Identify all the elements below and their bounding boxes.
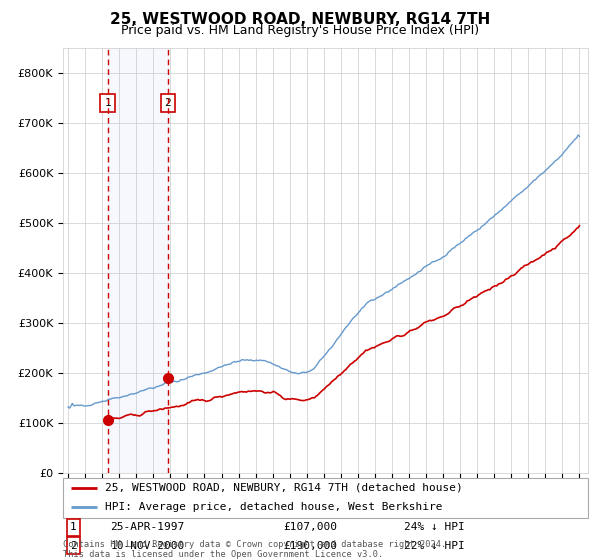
Text: Contains HM Land Registry data © Crown copyright and database right 2024.
This d: Contains HM Land Registry data © Crown c… [63,540,446,559]
Text: 10-NOV-2000: 10-NOV-2000 [110,541,185,551]
Text: 1: 1 [104,98,111,108]
Text: 25-APR-1997: 25-APR-1997 [110,522,185,533]
Text: 24% ↓ HPI: 24% ↓ HPI [404,522,465,533]
Text: HPI: Average price, detached house, West Berkshire: HPI: Average price, detached house, West… [105,502,443,512]
Text: Price paid vs. HM Land Registry's House Price Index (HPI): Price paid vs. HM Land Registry's House … [121,24,479,37]
Text: 25, WESTWOOD ROAD, NEWBURY, RG14 7TH (detached house): 25, WESTWOOD ROAD, NEWBURY, RG14 7TH (de… [105,483,463,493]
Bar [107,48,168,473]
Text: £107,000: £107,000 [284,522,337,533]
Text: 2: 2 [164,98,172,108]
Text: 22% ↓ HPI: 22% ↓ HPI [404,541,465,551]
FancyBboxPatch shape [63,478,588,518]
Text: 1: 1 [70,522,77,533]
Text: 25, WESTWOOD ROAD, NEWBURY, RG14 7TH: 25, WESTWOOD ROAD, NEWBURY, RG14 7TH [110,12,490,27]
Text: £190,000: £190,000 [284,541,337,551]
Text: 2: 2 [70,541,77,551]
